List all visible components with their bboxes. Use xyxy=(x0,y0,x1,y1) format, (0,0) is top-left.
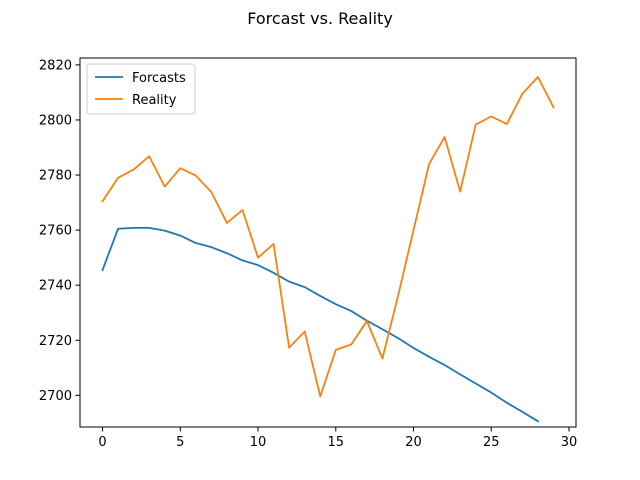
y-tick-label: 2800 xyxy=(39,113,72,128)
x-tick-label: 0 xyxy=(98,435,106,450)
legend-label: Forcasts xyxy=(132,71,186,86)
series-line-forcasts xyxy=(101,227,540,423)
plot-area: 0 5 10 15 20 25 30 2700 2720 2740 2760 2780 2800 2820 xyxy=(39,57,578,450)
x-tick-label: 10 xyxy=(250,435,267,450)
series-line-reality xyxy=(101,76,555,398)
legend: Forcasts Reality xyxy=(86,63,196,115)
x-tick-label: 25 xyxy=(483,435,500,450)
x-tick-label: 5 xyxy=(176,435,184,450)
y-tick-label: 2720 xyxy=(39,334,72,349)
legend-label: Reality xyxy=(132,93,177,108)
x-tick-label: 15 xyxy=(328,435,345,450)
y-tick-label: 2760 xyxy=(39,224,72,239)
x-tick-label: 20 xyxy=(405,435,422,450)
y-tick-label: 2700 xyxy=(39,389,72,404)
y-tick-label: 2820 xyxy=(39,58,72,73)
x-tick-label: 30 xyxy=(561,435,578,450)
y-tick-label: 2780 xyxy=(39,169,72,184)
axes-frame xyxy=(79,57,577,428)
chart-title: Forcast vs. Reality xyxy=(247,9,393,28)
y-tick-label: 2740 xyxy=(39,279,72,294)
